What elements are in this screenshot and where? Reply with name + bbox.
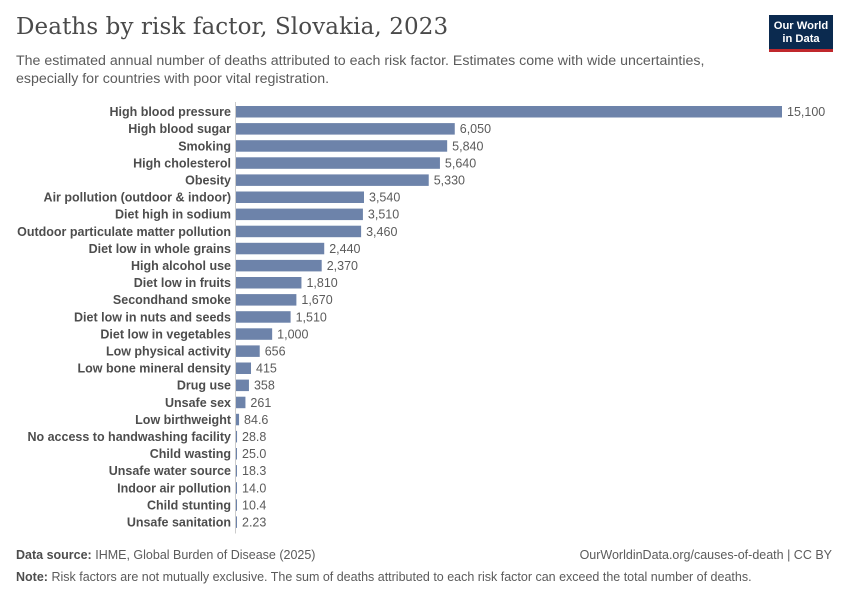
data-source-label: Data source: <box>16 548 92 562</box>
bar[interactable] <box>236 174 429 186</box>
bar[interactable] <box>236 499 237 511</box>
value-label: 415 <box>256 362 277 376</box>
logo-line-2: in Data <box>782 33 820 45</box>
value-label: 1,670 <box>301 293 332 307</box>
bar[interactable] <box>236 448 237 460</box>
bar[interactable] <box>236 413 240 426</box>
category-label: High alcohol use <box>131 259 231 273</box>
category-label: High blood sugar <box>128 122 231 136</box>
category-label: Unsafe sex <box>165 396 231 410</box>
bar[interactable] <box>236 294 297 306</box>
chart-title: Deaths by risk factor, Slovakia, 2023 <box>16 14 449 40</box>
value-label: 3,540 <box>369 191 400 205</box>
logo-line-1: Our World <box>773 20 829 32</box>
category-label: Child wasting <box>150 447 231 461</box>
value-label: 1,510 <box>296 310 327 324</box>
owid-logo[interactable]: Our World in Data <box>769 15 833 52</box>
bar[interactable] <box>236 516 237 528</box>
bar[interactable] <box>236 277 302 289</box>
bar[interactable] <box>236 345 260 357</box>
category-label: Diet low in vegetables <box>100 327 231 341</box>
category-label: Unsafe sanitation <box>127 515 231 529</box>
data-source-text[interactable]: IHME, Global Burden of Disease (2025) <box>95 548 316 562</box>
value-label: 2,370 <box>327 259 358 273</box>
category-label: Smoking <box>178 139 231 153</box>
category-label: Diet low in nuts and seeds <box>74 310 231 324</box>
value-label: 14.0 <box>242 481 266 495</box>
footnote: Note: Risk factors are not mutually excl… <box>16 570 752 584</box>
category-label: Diet low in fruits <box>134 276 231 290</box>
category-label: Low physical activity <box>106 344 231 358</box>
value-label: 25.0 <box>242 447 266 461</box>
note-label: Note: <box>16 570 48 584</box>
bar[interactable] <box>236 482 237 494</box>
value-label: 6,050 <box>460 122 491 136</box>
category-label: High cholesterol <box>133 156 231 170</box>
bar[interactable] <box>236 140 448 152</box>
value-label: 1,810 <box>306 276 337 290</box>
data-source: Data source: IHME, Global Burden of Dise… <box>16 548 315 562</box>
bar[interactable] <box>236 311 291 323</box>
value-label: 5,640 <box>445 156 476 170</box>
category-label: Low bone mineral density <box>78 362 232 376</box>
value-label: 3,510 <box>368 208 399 222</box>
category-label: Air pollution (outdoor & indoor) <box>44 191 231 205</box>
category-label: Drug use <box>177 379 231 393</box>
bar[interactable] <box>236 362 252 375</box>
bar[interactable] <box>236 225 362 238</box>
category-label: No access to handwashing facility <box>27 430 231 444</box>
category-label: Diet high in sodium <box>115 208 231 222</box>
category-label: Child stunting <box>147 498 231 512</box>
category-label: High blood pressure <box>109 105 231 119</box>
category-label: Low birthweight <box>135 413 232 427</box>
category-label: Unsafe water source <box>109 464 231 478</box>
value-label: 2.23 <box>242 515 266 529</box>
bar[interactable] <box>236 328 273 340</box>
value-label: 84.6 <box>244 413 268 427</box>
bar[interactable] <box>236 396 246 409</box>
bar[interactable] <box>236 242 325 255</box>
chart-subtitle: The estimated annual number of deaths at… <box>16 53 705 87</box>
value-label: 28.8 <box>242 430 266 444</box>
bar[interactable] <box>236 123 455 135</box>
bar[interactable] <box>236 259 322 272</box>
category-label: Outdoor particulate matter pollution <box>17 225 231 239</box>
category-label: Secondhand smoke <box>113 293 231 307</box>
bar[interactable] <box>236 208 363 221</box>
category-label: Obesity <box>185 173 231 187</box>
value-label: 18.3 <box>242 464 266 478</box>
value-label: 1,000 <box>277 327 308 341</box>
bar[interactable] <box>236 157 440 169</box>
value-label: 656 <box>265 344 286 358</box>
value-label: 5,330 <box>434 173 465 187</box>
value-label: 2,440 <box>329 242 360 256</box>
value-label: 15,100 <box>787 105 825 119</box>
bar-chart: High blood pressure 15,100 High blood suga… <box>17 102 825 534</box>
value-label: 261 <box>250 396 271 410</box>
value-label: 10.4 <box>242 498 266 512</box>
bar[interactable] <box>236 106 782 118</box>
category-label: Indoor air pollution <box>117 481 231 495</box>
category-label: Diet low in whole grains <box>89 242 231 256</box>
value-label: 358 <box>254 379 275 393</box>
bar[interactable] <box>236 430 238 443</box>
note-text: Risk factors are not mutually exclusive.… <box>51 570 752 584</box>
bar[interactable] <box>236 191 365 204</box>
value-label: 5,840 <box>452 139 483 153</box>
bar[interactable] <box>236 379 249 392</box>
bar[interactable] <box>236 465 237 477</box>
value-label: 3,460 <box>366 225 397 239</box>
source-url[interactable]: OurWorldinData.org/causes-of-death | CC … <box>579 548 832 562</box>
